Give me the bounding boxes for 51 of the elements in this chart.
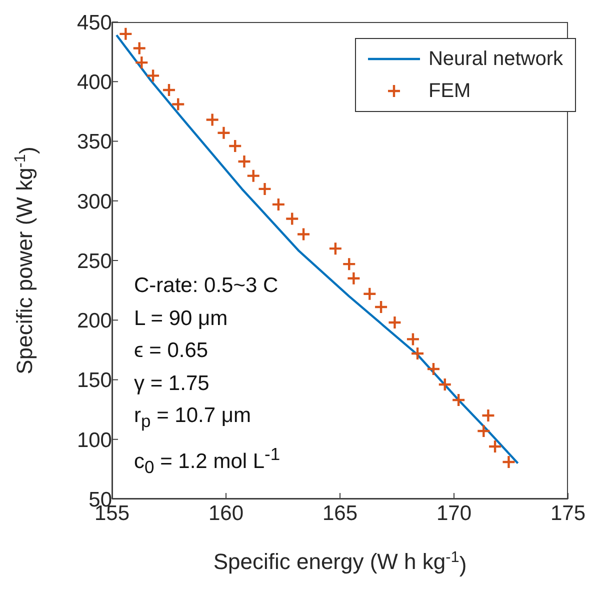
point bbox=[132, 41, 146, 56]
point bbox=[285, 212, 300, 226]
point bbox=[205, 112, 220, 127]
point bbox=[374, 300, 388, 314]
point bbox=[481, 408, 496, 423]
point bbox=[426, 362, 441, 376]
point bbox=[237, 154, 252, 169]
x-tick-label: 175 bbox=[550, 502, 586, 525]
point bbox=[488, 439, 502, 454]
point bbox=[162, 82, 176, 98]
point bbox=[410, 346, 425, 361]
y-tick-label: 350 bbox=[76, 130, 112, 154]
annotation: ϵ = 0.65 bbox=[134, 338, 210, 364]
point bbox=[438, 377, 452, 392]
point bbox=[216, 126, 231, 140]
y-tick-label: 450 bbox=[76, 11, 112, 34]
point bbox=[296, 227, 311, 242]
y-tick-label: 250 bbox=[76, 250, 112, 273]
point bbox=[388, 315, 402, 330]
annotation: L = 90 μm bbox=[134, 306, 229, 332]
point bbox=[118, 26, 133, 42]
x-axis-title: Specific energy (W h kg$^{-1}$) bbox=[213, 549, 467, 577]
point bbox=[451, 392, 466, 408]
point bbox=[171, 97, 186, 112]
point bbox=[476, 424, 491, 438]
point bbox=[406, 332, 420, 346]
annotation: c$_{0}$ = 1.2 mol L$^{-1}$ bbox=[134, 442, 280, 479]
point bbox=[258, 182, 272, 196]
point bbox=[346, 271, 361, 286]
legend-label: FEM bbox=[428, 79, 471, 104]
point bbox=[502, 454, 516, 470]
point bbox=[271, 197, 286, 212]
annotation: C-rate: 0.5~3 C bbox=[134, 273, 280, 299]
point bbox=[328, 241, 343, 256]
annotation: γ = 1.75 bbox=[134, 370, 210, 396]
x-tick-label: 170 bbox=[436, 502, 472, 525]
y-tick-label: 200 bbox=[76, 310, 112, 333]
annotation: r$_{p}$ = 10.7 μm bbox=[134, 403, 252, 434]
y-tick-label: 100 bbox=[76, 428, 112, 452]
point bbox=[146, 68, 160, 83]
x-tick-label: 160 bbox=[208, 502, 244, 525]
point bbox=[134, 55, 149, 70]
y-tick-label: 300 bbox=[76, 190, 112, 214]
y-tick-label: 150 bbox=[76, 369, 112, 392]
point bbox=[362, 286, 377, 301]
point bbox=[342, 256, 356, 272]
point bbox=[228, 138, 242, 154]
y-tick-label: 400 bbox=[76, 71, 112, 94]
x-tick-label: 165 bbox=[322, 502, 358, 525]
point bbox=[246, 168, 260, 183]
legend-label: Neural network bbox=[428, 47, 563, 72]
